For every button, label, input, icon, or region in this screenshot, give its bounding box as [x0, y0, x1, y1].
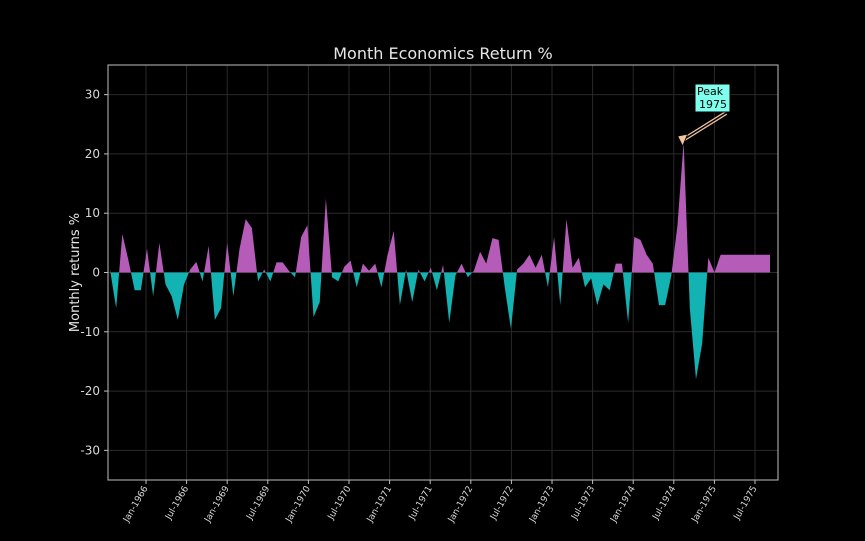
y-tick-label: 10	[85, 206, 100, 220]
annotation-text-line2: 1975	[699, 98, 727, 111]
negative-return-area	[110, 272, 770, 380]
y-tick-label: -30	[80, 443, 100, 457]
annotation-text-line1: Peak	[697, 85, 724, 98]
y-tick-label: 20	[85, 147, 100, 161]
annotation-arrow-core	[682, 112, 727, 141]
y-tick-label: 0	[92, 266, 100, 280]
y-tick-label: 30	[85, 88, 100, 102]
annotation-arrow-head	[677, 133, 689, 148]
y-tick-label: -20	[80, 384, 100, 398]
area-fills	[110, 142, 770, 380]
y-axis-ticks: -30 -20 -10 0 10 20 30	[80, 88, 108, 457]
chart-title: Month Economics Return %	[333, 44, 553, 63]
annotation-box	[694, 83, 731, 113]
y-axis-label: Monthly returns %	[68, 213, 83, 332]
y-tick-label: -10	[80, 325, 100, 339]
